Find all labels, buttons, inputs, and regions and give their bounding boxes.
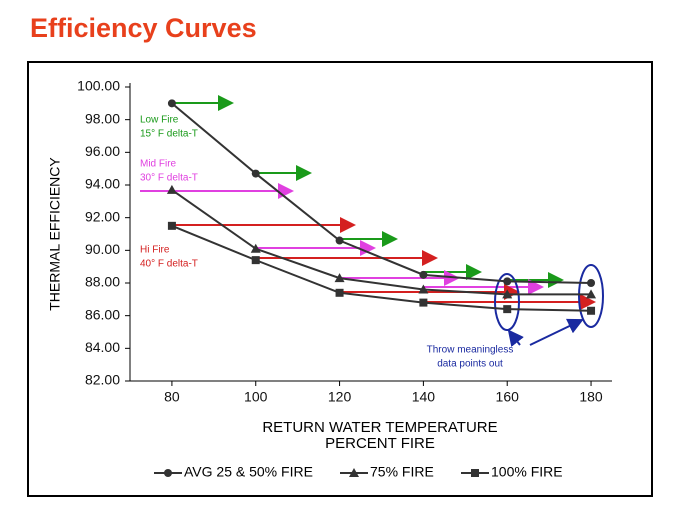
point: [502, 289, 513, 299]
arrow: [529, 318, 584, 346]
point: [251, 169, 260, 178]
point: [251, 256, 260, 265]
x-axis-title: RETURN WATER TEMPERATURE: [262, 419, 497, 436]
point: [587, 279, 596, 287]
series-line: [171, 189, 592, 296]
y-tick-label: 84.00: [85, 339, 120, 355]
annotation: 30° F delta-T: [140, 173, 198, 184]
annotation: Mid Fire: [140, 159, 177, 170]
y-tick-label: 82.00: [85, 372, 120, 388]
y-tick-label: 94.00: [85, 176, 120, 192]
y-tick-label: 92.00: [85, 208, 120, 224]
y-tick-label: 96.00: [85, 143, 120, 159]
point: [335, 236, 344, 245]
legend-marker: [164, 469, 172, 477]
annotation: Throw meaningless: [427, 345, 514, 356]
x-tick-label: 160: [496, 389, 520, 405]
annotation: Hi Fire: [140, 245, 170, 256]
point: [166, 184, 177, 194]
legend-marker: [349, 468, 359, 477]
highlight-ellipse: [494, 273, 520, 331]
point: [335, 288, 344, 297]
legend-marker: [471, 469, 479, 477]
annotation: 15° F delta-T: [140, 129, 198, 140]
annotation: 40° F delta-T: [140, 259, 198, 270]
series-line: [171, 224, 592, 312]
highlight-ellipse: [578, 264, 604, 328]
x-tick-label: 140: [412, 389, 436, 405]
x-tick-label: 120: [328, 389, 352, 405]
x-tick-label: 100: [244, 389, 268, 405]
y-tick-label: 90.00: [85, 241, 120, 257]
y-tick-label: 98.00: [85, 110, 120, 126]
point: [586, 289, 597, 299]
y-tick-label: 86.00: [85, 306, 120, 322]
point: [503, 277, 512, 286]
point: [167, 99, 176, 108]
point: [419, 270, 428, 279]
legend-label: AVG 25 & 50% FIRE: [184, 464, 313, 480]
x-axis-title: PERCENT FIRE: [325, 435, 435, 452]
point: [250, 243, 261, 253]
arrow: [507, 329, 524, 347]
x-tick-label: 180: [579, 389, 603, 405]
point: [587, 306, 596, 315]
y-tick-label: 100.00: [77, 78, 120, 94]
y-tick-label: 88.00: [85, 274, 120, 290]
page-title: Efficiency Curves: [30, 13, 257, 43]
x-tick-label: 80: [164, 389, 180, 405]
y-axis-title: THERMAL EFFICIENCY: [47, 157, 63, 311]
legend-label: 100% FIRE: [491, 464, 563, 480]
series-line: [171, 102, 592, 284]
legend-label: 75% FIRE: [370, 464, 434, 480]
annotation-arrows: [140, 95, 604, 347]
chart-frame: [27, 61, 653, 497]
point: [334, 273, 345, 283]
point: [419, 298, 428, 307]
annotation: Low Fire: [140, 115, 179, 126]
point: [418, 284, 429, 294]
point: [167, 221, 176, 230]
point: [503, 305, 512, 314]
annotation: data points out: [437, 359, 503, 370]
